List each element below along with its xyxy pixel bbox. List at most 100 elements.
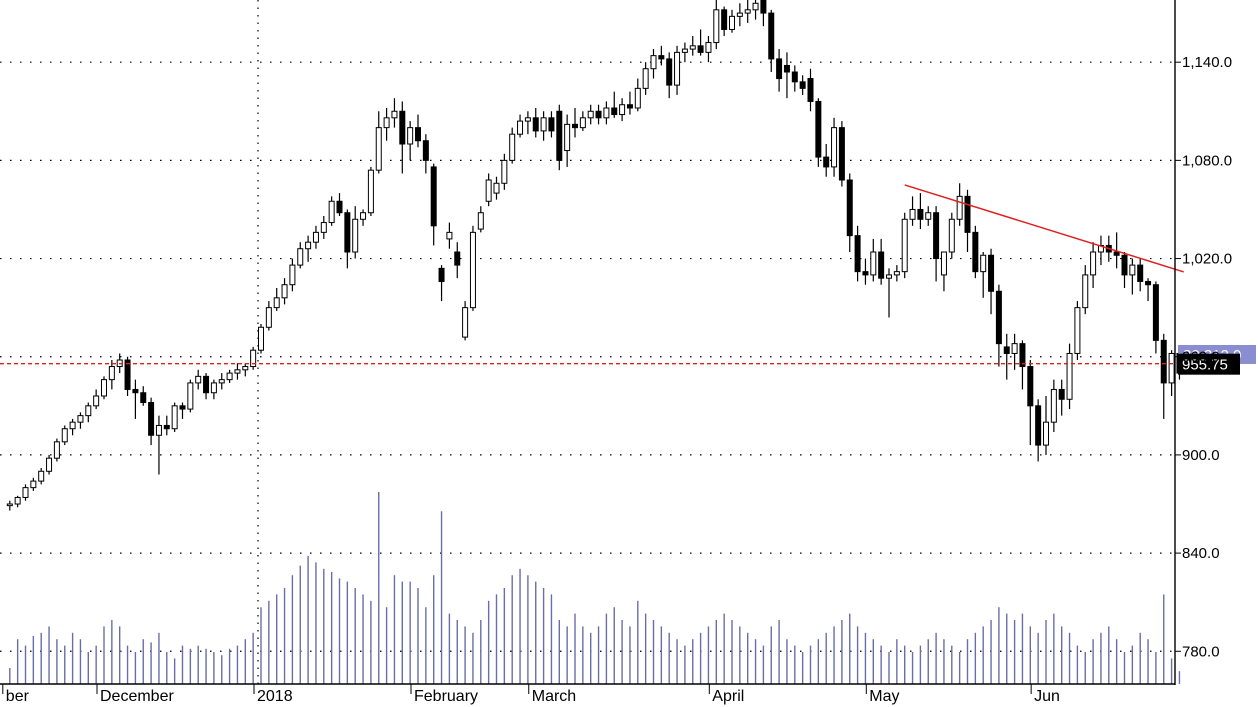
candle-body [46,457,53,472]
x-month-label: ber [6,688,30,705]
y-tick-label: 900.0 [1182,447,1220,464]
candle-body [6,503,13,507]
y-tick-label: 1,080.0 [1182,152,1232,169]
candle-body [30,480,37,489]
candle-body [509,133,516,161]
candle-body [203,375,210,394]
candle-body [807,78,814,102]
candle-body [352,218,359,253]
candle-body [925,212,932,220]
candle-body [1129,264,1136,276]
candle-body [705,42,712,53]
candle-body [666,58,673,86]
candle-body [658,55,665,60]
candle-body [155,424,162,436]
candle-body [1035,405,1042,446]
candle-body [179,405,186,410]
candle-body [265,307,272,328]
candle-body [140,392,147,404]
candle-body [1027,366,1034,407]
candle-body [493,182,500,194]
candle-body [901,218,908,273]
candle-body [273,297,280,309]
candle-body [14,496,21,505]
x-month-label: 2018 [257,688,293,705]
candle-body [783,64,790,73]
candle-body [163,424,170,430]
candle-body [540,117,547,132]
candle-body [501,159,508,184]
candle-body [940,251,947,276]
candle-body [226,372,233,381]
candle-body [430,166,437,227]
x-month-label: Jun [1034,688,1060,705]
candle-body [132,388,139,394]
candle-body [556,110,563,161]
candle-body [933,212,940,260]
candle-body [360,212,367,220]
candle-body [799,81,806,89]
x-month-label: February [414,688,478,705]
candle-body [721,9,728,30]
candle-body [1152,284,1159,341]
candle-body [838,127,845,181]
candle-body [689,45,696,50]
candle-body [462,307,469,338]
candle-body [619,104,626,116]
candle-body [572,123,578,129]
candle-body [297,248,304,266]
candle-body [995,290,1002,345]
candle-body [258,326,264,351]
candle-body [469,231,476,309]
grid [0,0,1175,684]
candle-body [846,179,853,237]
candle-body [305,241,312,250]
candle-body [375,127,382,171]
candle-body [1082,274,1089,309]
candle-body [909,208,916,220]
candle-body [124,359,131,390]
candle-body [1160,339,1167,384]
candle-body [281,284,288,299]
y-tick-label: 840.0 [1182,545,1220,562]
candle-body [564,123,571,152]
candle-body [870,251,877,276]
candle-body [187,382,194,410]
candle-body [391,110,398,119]
candle-body [38,470,45,482]
candle-body [548,117,555,132]
trendline [904,184,1184,273]
candle-body [886,274,892,279]
candle-body [681,48,688,53]
candle-body [61,428,68,443]
candle-body [603,107,610,119]
candle-body [1168,352,1175,384]
candle-body [53,441,60,459]
volume-bars [9,492,1181,684]
candle-body [532,117,539,132]
candle-body [289,264,296,286]
candle-body [697,45,704,53]
candle-body [1066,352,1073,400]
candle-body [422,140,429,161]
candle-body [917,208,924,220]
candle-body [1113,251,1120,256]
candle-body [948,218,955,253]
candle-body [768,12,775,60]
candle-body [1003,346,1010,354]
candle-body [1011,343,1018,354]
candle-body [611,107,618,116]
candle-body [587,110,594,119]
candle-body [1074,307,1081,354]
candle-body [972,231,979,273]
candle-body [1019,343,1026,368]
y-tick-label: 1,140.0 [1182,54,1232,71]
x-month-label: May [869,688,899,705]
candle-body [595,110,602,119]
candle-body [791,71,798,83]
x-month-label: April [712,688,744,705]
candle-body [988,254,995,292]
candle-body [776,58,783,80]
candle-body [195,375,202,384]
